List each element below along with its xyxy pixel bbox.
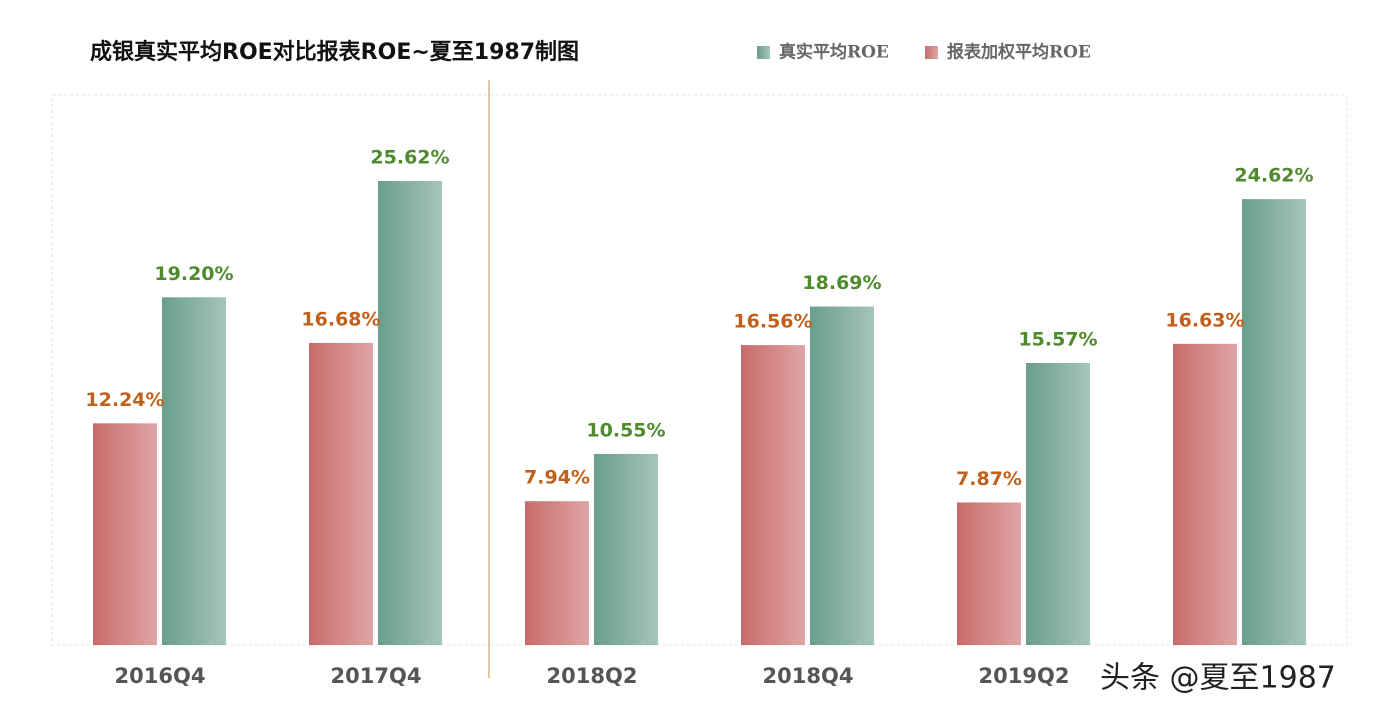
- value-label: 16.63%: [1165, 309, 1244, 331]
- x-tick-label: 2019Q2: [979, 664, 1070, 688]
- value-label: 16.56%: [733, 311, 812, 333]
- bar: [594, 453, 658, 645]
- bar: [378, 181, 442, 646]
- legend-label: 报表加权平均ROE: [947, 42, 1091, 63]
- bar: [810, 306, 874, 645]
- chart-title: 成银真实平均ROE对比报表ROE~夏至1987制图: [90, 39, 579, 65]
- value-label: 25.62%: [370, 147, 449, 169]
- value-label: 7.94%: [524, 467, 590, 489]
- bar: [1242, 199, 1306, 645]
- legend-label: 真实平均ROE: [779, 42, 889, 63]
- x-tick-label: 2018Q4: [763, 664, 854, 688]
- plot-area: [51, 94, 1348, 646]
- value-label: 10.55%: [586, 419, 665, 441]
- legend-swatch: [757, 46, 770, 59]
- bar: [741, 345, 805, 645]
- bar: [1173, 343, 1237, 645]
- value-label: 18.69%: [802, 272, 881, 294]
- bar: [309, 342, 373, 645]
- value-label: 16.68%: [301, 308, 380, 330]
- bar: [525, 501, 589, 645]
- x-tick-label: 2017Q4: [331, 664, 422, 688]
- value-label: 7.87%: [956, 468, 1022, 490]
- bar: [162, 297, 226, 645]
- x-tick-label: 2018Q2: [547, 664, 638, 688]
- value-label: 12.24%: [85, 389, 164, 411]
- value-label: 19.20%: [154, 263, 233, 285]
- legend-swatch: [925, 46, 938, 59]
- bar: [93, 423, 157, 645]
- bar: [1026, 363, 1090, 645]
- bar: [957, 502, 1021, 645]
- x-tick-label: 2016Q4: [115, 664, 206, 688]
- value-label: 24.62%: [1234, 165, 1313, 187]
- watermark: 头条 @夏至1987: [1100, 661, 1336, 696]
- value-label: 15.57%: [1018, 329, 1097, 351]
